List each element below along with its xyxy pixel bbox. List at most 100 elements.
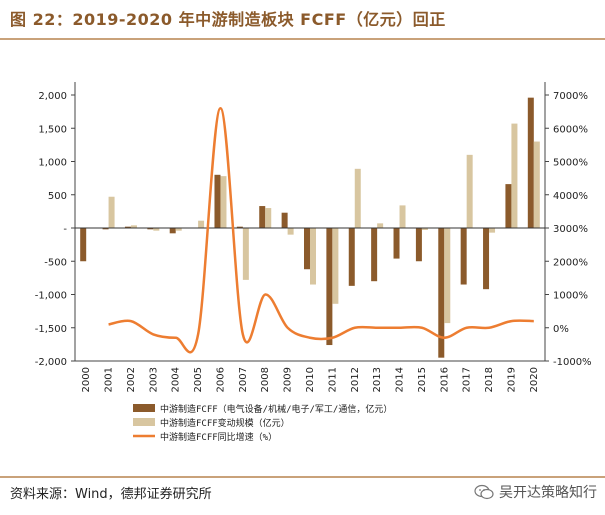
x-tick-label: 2019: [506, 367, 517, 392]
bar-fcff: [124, 226, 131, 228]
watermark: 吴开达策略知行: [474, 482, 597, 502]
x-tick-label: 2002: [126, 367, 137, 392]
right-tick-label: 1000%: [553, 291, 588, 302]
bar-fcff: [393, 228, 400, 259]
right-tick-label: 0%: [553, 324, 569, 335]
left-tick-label: -500: [44, 257, 67, 268]
right-tick-label: 6000%: [553, 124, 588, 135]
x-tick-label: 2012: [350, 367, 361, 392]
left-tick-label: -: [63, 224, 67, 235]
bar-fcff: [281, 212, 288, 228]
right-tick-label: 5000%: [553, 158, 588, 169]
legend-swatch-fcff: [133, 404, 155, 412]
bar-fcff: [438, 228, 445, 358]
bar-fcff: [259, 206, 266, 228]
right-tick-label: 3000%: [553, 224, 588, 235]
bar-fcff-change: [466, 154, 473, 228]
bar-fcff: [214, 174, 221, 228]
legend-label-change: 中游制造FCFF变动规模（亿元）: [160, 417, 290, 429]
x-tick-label: 2001: [104, 367, 115, 392]
bar-fcff: [236, 226, 243, 228]
left-tick-label: 1,000: [38, 158, 67, 169]
bar-fcff: [326, 228, 333, 346]
legend-label-fcff: 中游制造FCFF（电气设备/机械/电子/军工/通信，亿元）: [160, 403, 392, 415]
right-tick-label: -1000%: [553, 357, 592, 368]
x-tick-label: 2004: [171, 367, 182, 392]
left-tick-label: 1,500: [38, 124, 67, 135]
bar-fcff: [415, 228, 422, 262]
right-tick-label: 4000%: [553, 191, 588, 202]
bar-fcff-change: [533, 141, 540, 228]
left-tick-label: 2,000: [38, 91, 67, 102]
legend-item-fcff: 中游制造FCFF（电气设备/机械/电子/军工/通信，亿元）: [133, 403, 392, 415]
x-tick-label: 2010: [305, 367, 316, 392]
left-tick-label: -1,000: [35, 291, 67, 302]
bar-fcff: [304, 228, 310, 270]
wechat-icon: [474, 484, 494, 500]
x-tick-label: 2008: [260, 367, 271, 392]
bar-fcff-change: [444, 228, 451, 324]
bar-fcff-change: [198, 220, 205, 228]
x-tick-label: 2017: [462, 367, 473, 392]
legend-label-growth: 中游制造FCFF同比增速（%）: [160, 431, 277, 443]
bar-fcff: [348, 228, 355, 286]
left-axis-ticks: 2,000 1,500 1,000 500 - -500 -1,000 -1,500 -2,00…: [35, 91, 75, 368]
bar-fcff-change: [399, 205, 406, 228]
x-tick-label: 2020: [529, 367, 540, 392]
x-tick-label: 2011: [327, 367, 338, 392]
right-tick-label: 2000%: [553, 257, 588, 268]
x-tick-label: 2007: [238, 367, 249, 392]
bar-fcff-change: [354, 168, 361, 228]
bar-fcff: [169, 228, 176, 234]
bar-series: [80, 97, 540, 358]
x-tick-label: 2016: [439, 367, 450, 392]
x-tick-label: 2014: [395, 367, 406, 392]
x-tick-label: 2015: [417, 367, 428, 392]
watermark-text: 吴开达策略知行: [499, 485, 597, 501]
bar-fcff-change: [287, 228, 294, 235]
title-rule: [0, 38, 605, 40]
bar-fcff: [371, 228, 378, 282]
legend-item-growth: 中游制造FCFF同比增速（%）: [133, 431, 277, 443]
bar-fcff-change: [108, 196, 115, 228]
x-tick-label: 2013: [372, 367, 383, 392]
bar-fcff-change: [265, 208, 272, 228]
bar-fcff-change: [175, 228, 182, 231]
bar-fcff: [527, 97, 534, 228]
right-tick-label: 7000%: [553, 91, 588, 102]
bar-fcff-change: [421, 228, 428, 230]
bar-fcff: [460, 228, 467, 285]
legend-item-change: 中游制造FCFF变动规模（亿元）: [133, 417, 290, 429]
bar-fcff: [147, 228, 154, 230]
x-tick-label: 2003: [148, 367, 159, 392]
source-note: 资料来源：Wind，德邦证券研究所: [10, 487, 212, 502]
bar-fcff-change: [332, 228, 339, 304]
bar-fcff-change: [310, 228, 316, 285]
footer-rule: [0, 476, 605, 478]
right-axis-ticks: 7000% 6000% 5000% 4000% 3000% 2000% 1000% 0% -10…: [545, 91, 592, 368]
plot-frame: [74, 82, 546, 362]
left-tick-label: -1,500: [35, 324, 67, 335]
growth-rate-line: [108, 107, 534, 354]
x-tick-label: 2006: [215, 367, 226, 392]
bar-fcff: [102, 228, 109, 230]
x-tick-label: 2005: [193, 367, 204, 392]
bar-fcff: [505, 184, 512, 228]
x-axis-labels: 2000 2001 2002 2003 2004 2005 2006 2007 2008 2009…: [81, 367, 540, 392]
bar-fcff-change: [242, 228, 249, 280]
legend-swatch-change: [133, 418, 155, 426]
left-tick-label: -2,000: [35, 357, 67, 368]
bar-fcff-change: [130, 225, 137, 228]
bar-fcff-change: [153, 228, 160, 231]
bar-fcff-change: [489, 228, 496, 233]
x-tick-label: 2000: [81, 367, 92, 392]
left-tick-label: 500: [48, 191, 67, 202]
bar-fcff-change: [220, 176, 227, 228]
x-tick-label: 2009: [283, 367, 294, 392]
x-tick-label: 2018: [484, 367, 495, 392]
bar-fcff: [483, 228, 490, 290]
bar-fcff-change: [377, 223, 384, 228]
bar-fcff-change: [511, 123, 518, 228]
bar-fcff: [80, 228, 87, 262]
